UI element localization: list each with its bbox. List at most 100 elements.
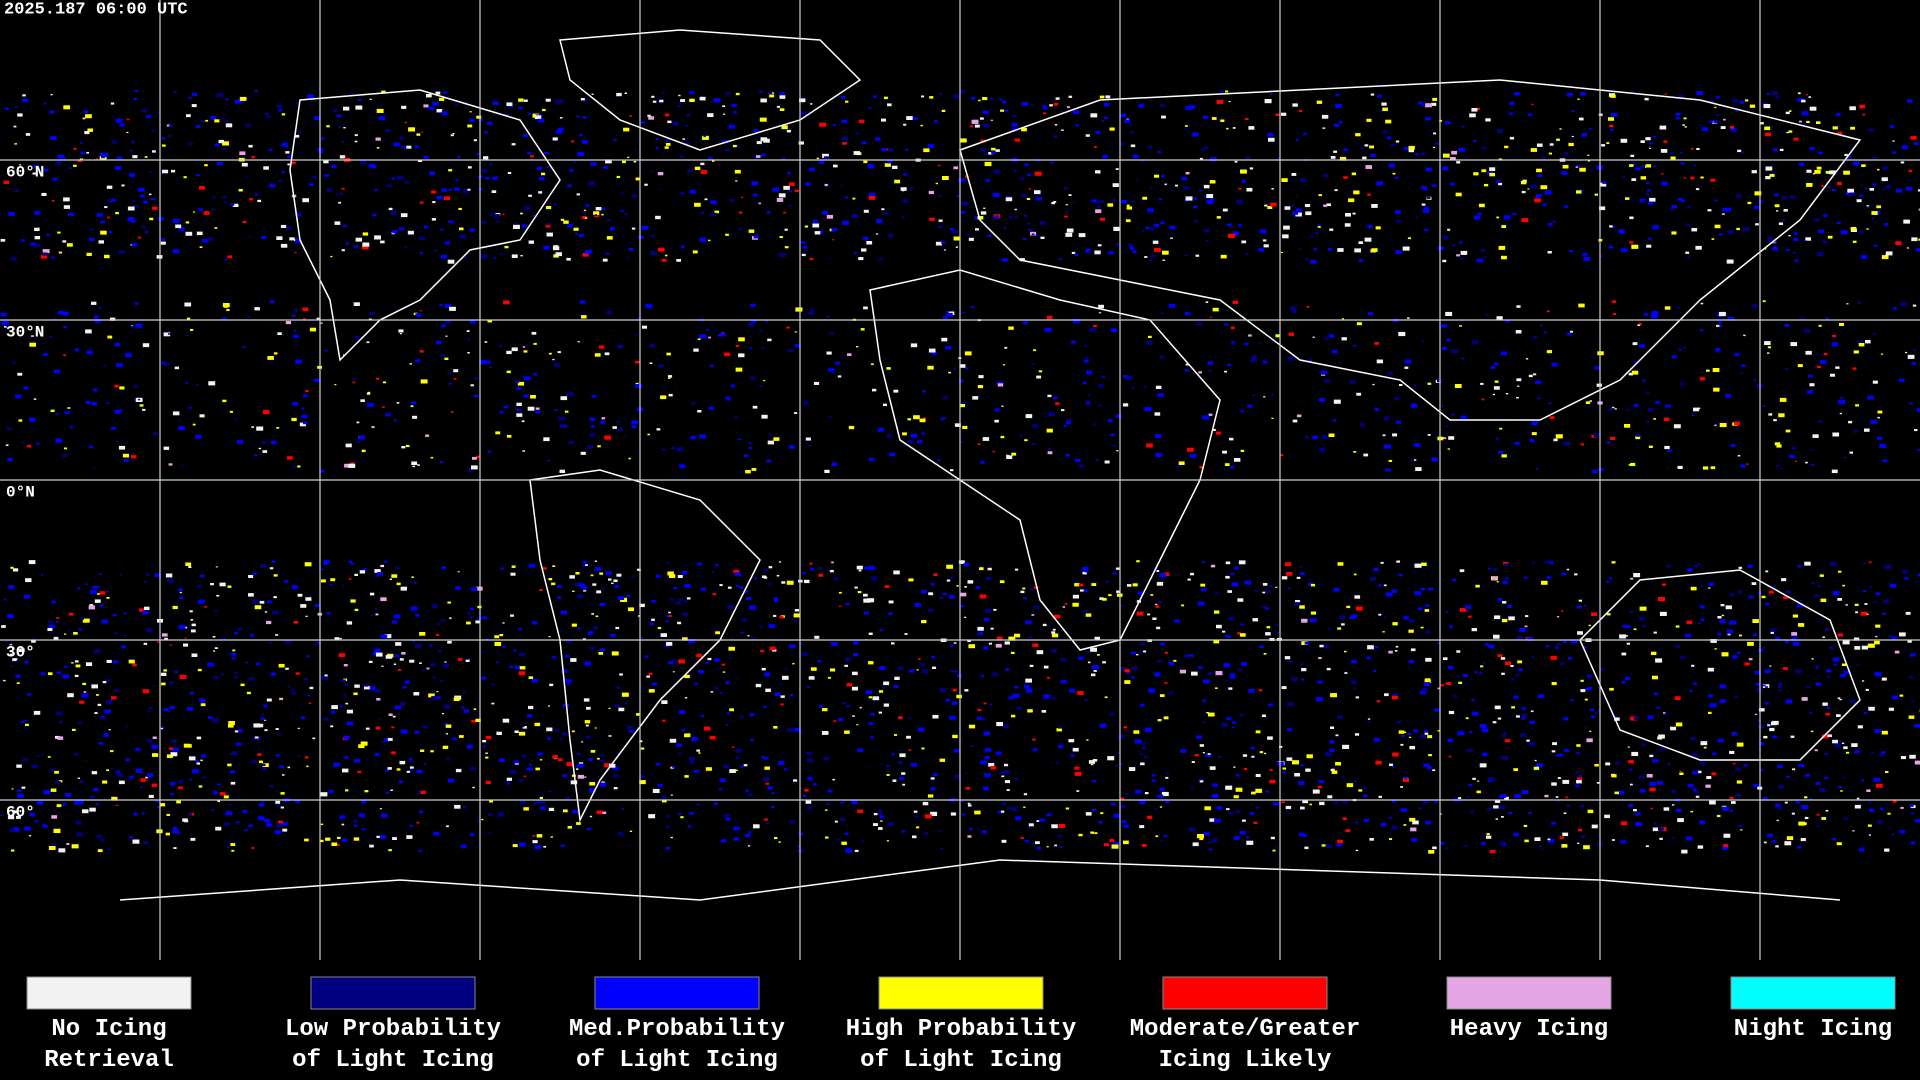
icing-pixel [1667,449,1672,453]
icing-pixel [1200,101,1203,103]
icing-pixel [1510,678,1515,681]
icing-pixel [1583,845,1590,850]
icing-pixel [1562,832,1569,837]
icing-pixel [410,606,418,611]
icing-pixel [877,427,885,432]
icing-pixel [394,654,400,658]
icing-pixel [1499,427,1503,430]
icing-pixel [912,117,918,120]
icing-pixel [118,250,125,255]
icing-pixel [1487,807,1492,811]
icing-pixel [1816,251,1824,256]
icing-pixel [374,569,381,573]
icing-pixel [1800,317,1805,320]
icing-pixel [1584,698,1588,701]
icing-pixel [275,803,280,807]
icing-pixel [1649,197,1656,202]
icing-pixel [118,780,125,785]
icing-pixel [1649,787,1656,792]
icing-pixel [1168,304,1176,308]
icing-pixel [266,823,273,827]
icing-pixel [1516,715,1520,718]
icing-pixel [1051,201,1056,205]
icing-pixel [1458,241,1463,244]
icing-pixel [1367,645,1374,650]
icing-pixel [778,761,785,765]
icing-pixel [611,651,619,656]
icing-pixel [616,92,622,97]
icing-pixel [1764,669,1771,674]
icing-pixel [1730,444,1736,447]
icing-pixel [467,468,474,472]
icing-pixel [1047,677,1050,679]
icing-pixel [1648,237,1652,240]
icing-pixel [601,207,606,210]
icing-pixel [96,834,102,838]
icing-pixel [1339,156,1347,161]
icing-pixel [1296,139,1299,141]
icing-pixel [146,115,152,119]
icing-pixel [1261,606,1266,609]
icing-pixel [1480,382,1484,385]
icing-pixel [491,190,497,193]
icing-pixel [901,772,906,775]
icing-pixel [1591,715,1596,719]
icing-pixel [934,120,938,123]
icing-pixel [1789,454,1795,459]
icing-pixel [1638,775,1644,779]
icing-pixel [1219,90,1225,94]
icing-pixel [1233,836,1240,841]
icing-pixel [495,248,498,250]
icing-pixel [1533,766,1540,770]
icing-pixel [91,771,98,775]
icing-pixel [1902,145,1909,150]
icing-pixel [69,426,74,429]
icing-pixel [984,153,988,156]
icing-pixel [1861,164,1866,167]
icing-pixel [419,236,426,241]
icing-pixel [526,767,533,771]
icing-pixel [251,156,255,159]
icing-pixel [212,196,216,199]
icing-pixel [305,390,309,393]
icing-pixel [1900,302,1908,307]
icing-pixel [879,666,886,670]
icing-pixel [1486,833,1490,836]
icing-pixel [510,614,514,617]
icing-pixel [1869,188,1875,191]
icing-pixel [42,824,48,828]
icing-pixel [1047,451,1053,455]
icing-pixel [1214,610,1220,614]
icing-pixel [1143,650,1147,653]
icing-pixel [606,310,613,315]
icing-pixel [1836,182,1842,185]
icing-pixel [254,605,262,610]
icing-pixel [1238,187,1242,190]
icing-pixel [513,224,520,229]
icing-pixel [1501,255,1507,260]
icing-pixel [380,634,388,639]
icing-pixel [627,725,634,729]
icing-pixel [1425,820,1431,825]
icing-pixel [921,747,925,750]
icing-pixel [188,756,196,761]
icing-pixel [103,364,107,367]
icing-pixel [526,714,533,718]
icing-pixel [1192,842,1199,847]
icing-pixel [672,671,675,673]
icing-pixel [16,789,22,793]
icing-pixel [419,350,424,353]
icing-pixel [620,209,624,212]
icing-pixel [1486,835,1492,839]
icing-pixel [1727,316,1735,321]
icing-pixel [230,770,235,774]
icing-pixel [705,328,709,331]
icing-pixel [1205,301,1209,303]
icing-pixel [1007,807,1010,809]
icing-pixel [314,378,321,383]
icing-pixel [1008,696,1014,700]
icing-pixel [10,653,13,655]
icing-pixel [444,241,450,245]
icing-pixel [354,134,358,137]
icing-pixel [1873,777,1881,782]
